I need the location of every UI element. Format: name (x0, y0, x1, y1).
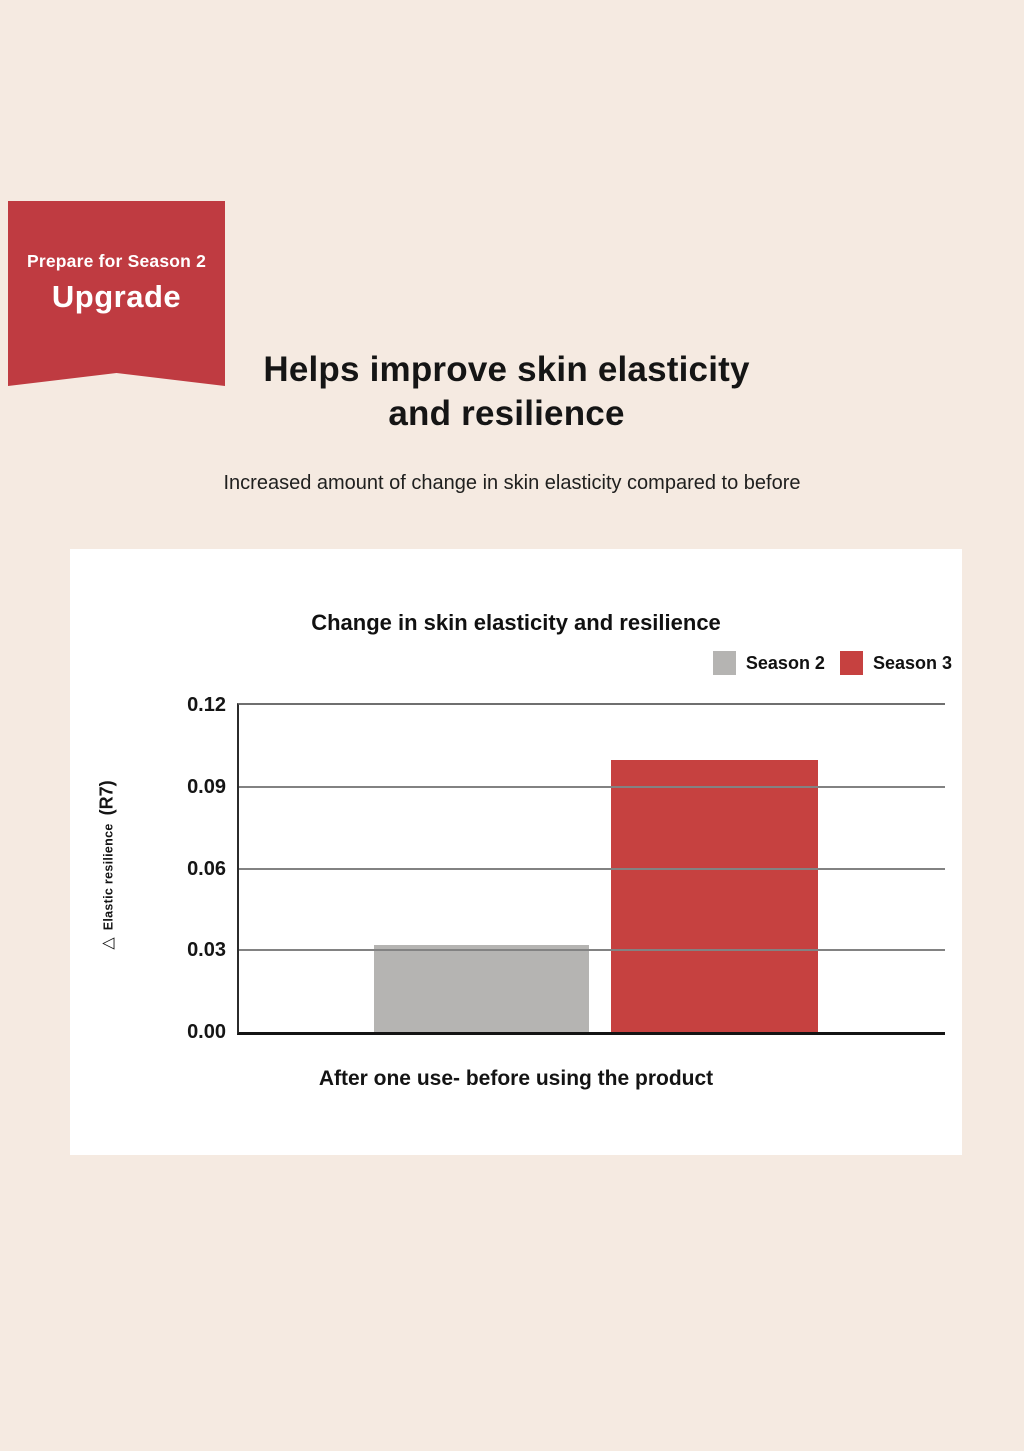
page-subtitle: Increased amount of change in skin elast… (223, 472, 801, 494)
chart-card: Change in skin elasticity and resilience… (70, 549, 962, 1155)
delta-icon: △ (99, 937, 117, 950)
y-axis-tick-label: 0.00 (187, 1021, 226, 1043)
legend-label-season3: Season 3 (872, 652, 952, 673)
gridline (239, 949, 945, 952)
legend-item-season3: Season 3 (839, 651, 952, 675)
bar-season3 (611, 759, 818, 1032)
chart-legend: Season 2 Season 3 (712, 651, 952, 675)
legend-item-season2: Season 2 (712, 651, 825, 675)
legend-label-season2: Season 2 (745, 652, 825, 673)
season3-swatch-icon (839, 651, 863, 675)
page-title: Helps improve skin elasticity and resili… (0, 348, 1013, 437)
season2-swatch-icon (712, 651, 736, 675)
gridline (239, 867, 945, 870)
ribbon-title: Upgrade (51, 279, 182, 314)
gridline (239, 785, 945, 788)
y-axis-title-text: Elastic resilience (101, 823, 116, 931)
plot-area: 0.00 0.03 0.06 0.09 0.12 (187, 695, 945, 1042)
y-axis-tick-label: 0.03 (187, 939, 226, 962)
y-axis-title-unit: (R7) (96, 780, 117, 816)
page-title-line1: Helps improve skin elasticity (263, 350, 750, 389)
y-axis-tick-label: 0.09 (187, 775, 226, 798)
y-axis-tick-label: 0.06 (187, 857, 226, 880)
x-axis-label: After one use- before using the product (318, 1067, 714, 1090)
chart-title: Change in skin elasticity and resilience (311, 610, 721, 635)
ribbon-subtitle: Prepare for Season 2 (26, 251, 207, 271)
page-title-line2: and resilience (388, 394, 625, 434)
bar-season2 (374, 944, 589, 1032)
season-upgrade-ribbon: Prepare for Season 2 Upgrade (8, 201, 225, 386)
y-axis-title: △ Elastic resilience (R7) (97, 780, 118, 949)
y-axis-tick-label: 0.12 (187, 694, 226, 716)
